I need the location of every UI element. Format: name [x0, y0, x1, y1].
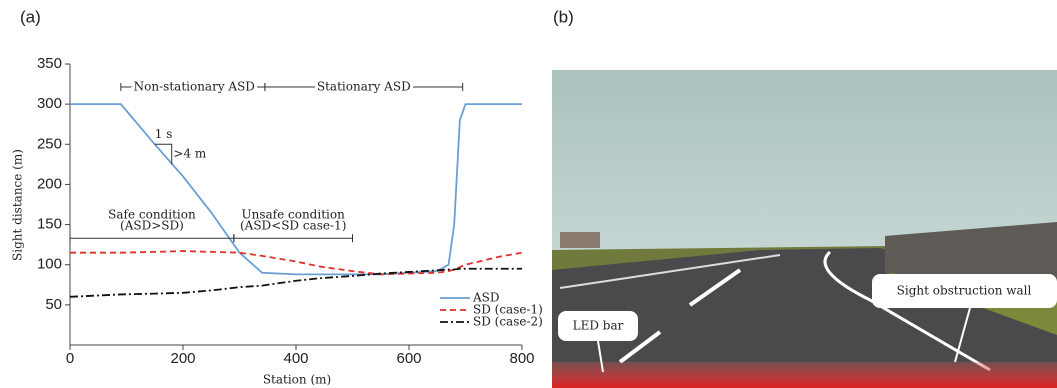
- legend-label: ASD: [472, 291, 500, 305]
- y-tick-label: 350: [37, 55, 62, 72]
- y-tick-label: 300: [37, 95, 62, 112]
- annotation: Stationary ASD: [317, 80, 411, 94]
- annotation: >4 m: [173, 146, 207, 160]
- series-line: [70, 250, 523, 276]
- annotation: 1 s: [155, 127, 173, 141]
- x-tick-label: 600: [396, 350, 421, 367]
- x-tick-label: 200: [170, 350, 195, 367]
- panel-label: (b): [553, 7, 574, 26]
- y-tick-label: 50: [45, 296, 62, 313]
- x-tick-label: 800: [509, 350, 534, 367]
- series-line: [70, 103, 522, 276]
- slope-marker: [154, 143, 173, 165]
- y-tick-label: 250: [37, 135, 62, 152]
- annotation: Safe condition: [108, 207, 196, 221]
- y-axis-label: Sight distance (m): [11, 149, 25, 261]
- y-tick-label: 150: [37, 216, 62, 233]
- panel-label: (a): [20, 7, 41, 26]
- x-tick-label: 0: [66, 350, 74, 367]
- photo-annotation: LED bar: [573, 319, 624, 333]
- y-tick-label: 200: [37, 175, 62, 192]
- annotation: Unsafe condition: [242, 207, 346, 221]
- series-line: [69, 267, 522, 298]
- x-axis-label: Station (m): [263, 373, 331, 387]
- legend-label: SD (case-1): [473, 303, 543, 317]
- annotation: (ASD<SD case-1): [240, 219, 346, 233]
- annotation: (ASD>SD): [120, 219, 184, 233]
- x-tick-label: 400: [283, 350, 308, 367]
- y-tick-label: 100: [37, 256, 62, 273]
- photo-annotation: Sight obstruction wall: [897, 284, 1032, 298]
- photo: Sight obstruction wall LED bar: [552, 70, 1057, 388]
- legend-label: SD (case-2): [473, 315, 543, 329]
- annotation: Non-stationary ASD: [134, 80, 255, 94]
